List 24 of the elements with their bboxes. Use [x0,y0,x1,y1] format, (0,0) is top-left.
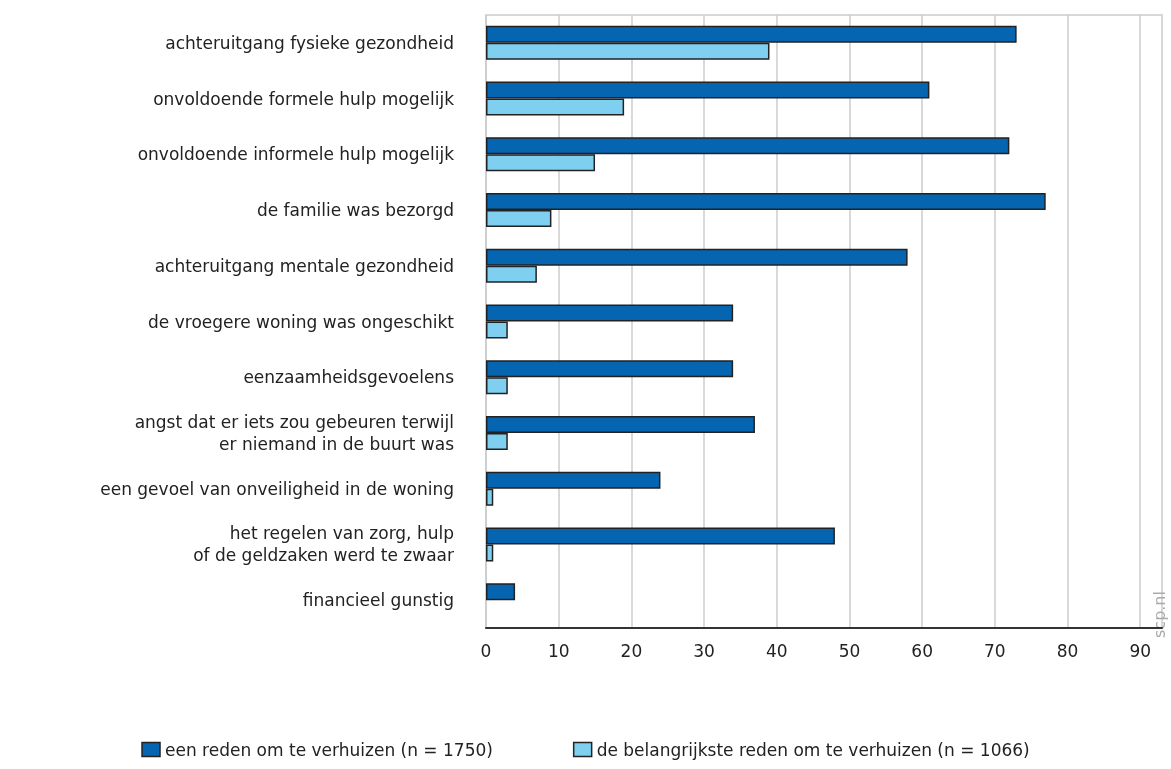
x-tick-label: 60 [911,640,933,661]
x-tick-label: 10 [547,640,570,661]
y-tick-label: de vroegere woning was ongeschikt [148,311,455,332]
x-tick-label: 70 [984,640,1006,661]
bar [486,583,516,601]
y-tick-label: achteruitgang mentale gezondheid [154,255,454,276]
y-tick-label: onvoldoende formele hulp mogelijk [153,88,455,109]
x-tick-label: 0 [480,640,492,661]
y-tick-label: eenzaamheidsgevoelens [243,367,455,388]
x-tick-label: 50 [838,640,861,661]
x-tick-label: 30 [693,640,715,661]
y-tick-label: achteruitgang fysieke gezondheid [165,32,454,53]
x-tick-label: 90 [1129,640,1152,661]
legend-label: een reden om te verhuizen (n = 1750) [165,739,493,760]
y-tick-label: angst dat er iets zou gebeuren terwijl er niemand in de buurt was [134,411,455,454]
x-tick-label: 80 [1056,640,1079,661]
y-tick-label: financieel gunstig [302,590,454,611]
y-tick-label: de familie was bezorgd [256,200,454,221]
legend-label: de belangrijkste reden om te verhuizen (n = 1066) [596,739,1030,760]
y-tick-label: het regelen van zorg, hulp of de geldzaken werd te zwaar [193,523,454,566]
y-tick-label: onvoldoende informele hulp mogelijk [137,144,455,165]
x-tick-label: 40 [765,640,788,661]
y-tick-label: een gevoel van onveiligheid in de woning [100,478,454,499]
x-tick-label: 20 [620,640,643,661]
